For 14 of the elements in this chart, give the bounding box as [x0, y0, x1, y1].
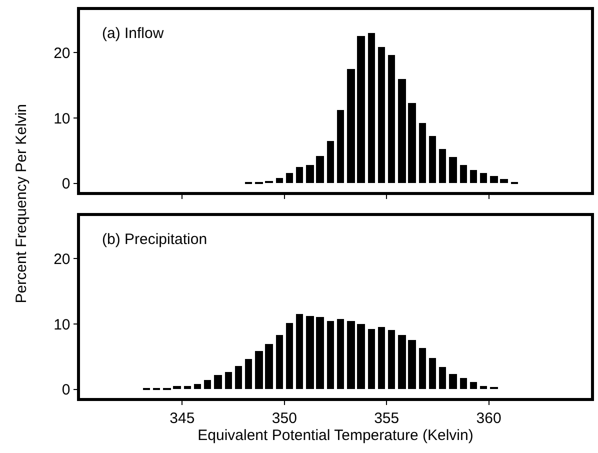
y-tick-label: 10 [54, 110, 70, 128]
y-tick-label: 0 [62, 176, 70, 193]
x-tick-label: 355 [374, 410, 400, 427]
y-axis-title: Percent Frequency Per Kelvin [13, 104, 30, 304]
x-axis-title: Equivalent Potential Temperature (Kelvin) [198, 426, 474, 444]
y-tick-label: 10 [54, 316, 70, 334]
y-tick-label: 20 [54, 250, 70, 268]
x-tick-label: 360 [476, 410, 502, 427]
text: (a) Inflow [102, 25, 164, 42]
text: (b) Precipitation [102, 231, 208, 248]
x-tick-label: 350 [272, 410, 297, 427]
x-tick-label: 345 [170, 410, 195, 427]
y-tick-label: 20 [54, 44, 70, 62]
y-tick-label: 0 [62, 382, 70, 399]
